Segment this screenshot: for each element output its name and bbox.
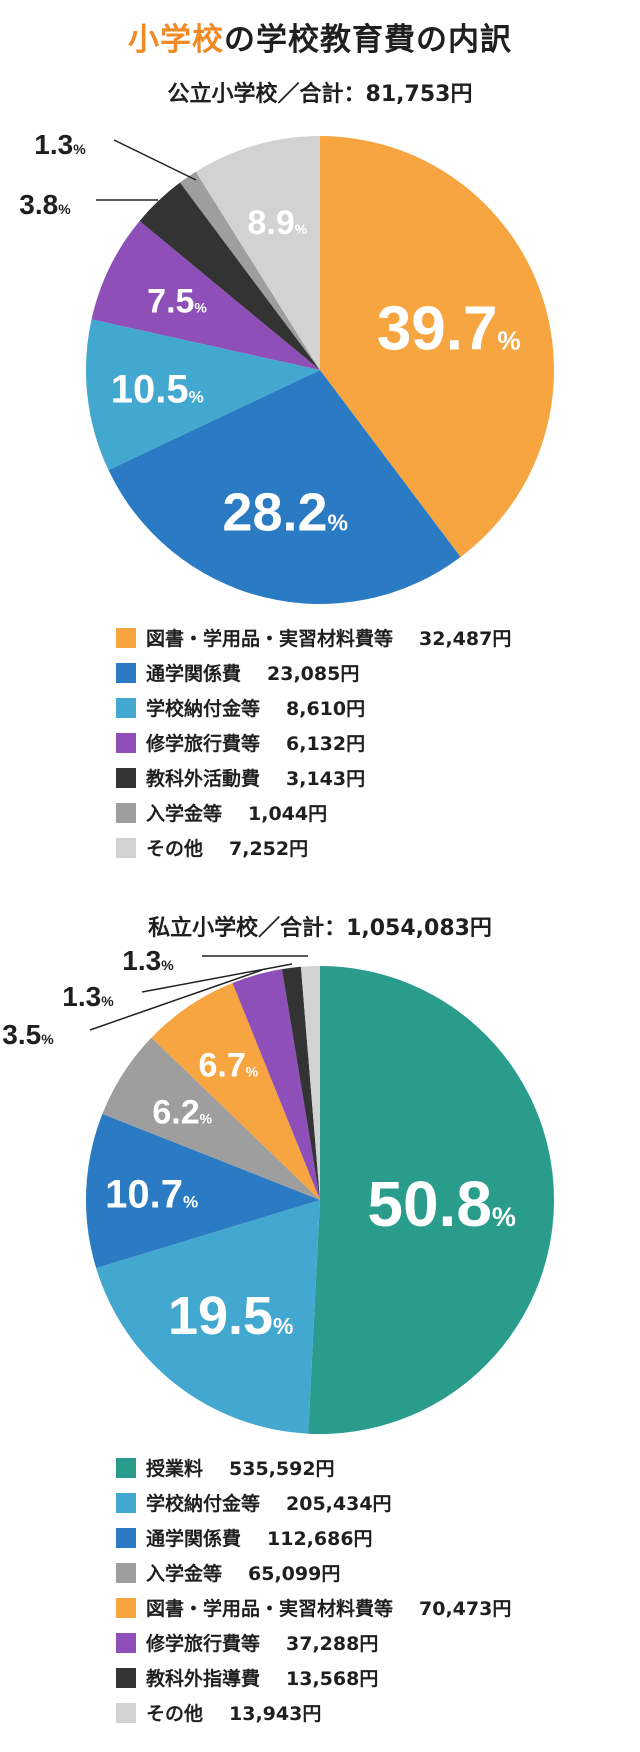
pie1-slice-label-0: 39.7%	[377, 294, 521, 363]
pie2-slice-3	[102, 1037, 320, 1200]
legend1-item: その他 7,252円	[116, 830, 511, 865]
public-pie-chart: 39.7%28.2%10.5%7.5%3.8%1.3%8.9%	[19, 129, 555, 604]
legend-swatch	[116, 627, 136, 648]
pie1-slice-0	[320, 136, 555, 558]
legend-swatch	[116, 1562, 136, 1583]
legend2-item: 授業料 535,592円	[116, 1450, 511, 1485]
pie1-slice-2	[86, 319, 321, 471]
pie2-leader-line-5	[89, 969, 263, 1031]
legend2-item: 入学金等 65,099円	[116, 1555, 511, 1590]
pie2-slice-1	[96, 1200, 320, 1434]
legend1-item: 図書・学用品・実習材料費等 32,487円	[116, 620, 511, 655]
legend-amount: 7,252円	[229, 838, 309, 860]
legend-amount: 535,592円	[229, 1458, 335, 1480]
pie2-outside-label-6: 1.3%	[62, 981, 114, 1012]
legend2-item: 通学関係費 112,686円	[116, 1520, 511, 1555]
legend-amount: 23,085円	[267, 663, 360, 685]
pie1-slice-1	[108, 370, 461, 604]
legend-label: 通学関係費	[146, 663, 242, 685]
pie1-outside-label-5: 1.3%	[34, 129, 86, 160]
legend-amount: 3,143円	[286, 768, 366, 790]
legend-amount: 205,434円	[286, 1493, 392, 1515]
pie2-slice-label-1: 19.5%	[168, 1286, 294, 1346]
legend-amount: 13,568円	[286, 1668, 379, 1690]
legend-swatch	[116, 1492, 136, 1513]
pie2-outside-label-5: 3.5%	[2, 1019, 54, 1050]
legend-label: 修学旅行費等	[146, 733, 261, 755]
legend2-item: 教科外指導費 13,568円	[116, 1660, 511, 1695]
legend-swatch	[116, 697, 136, 718]
pie1-outside-label-4: 3.8%	[19, 189, 71, 220]
legend2-item: 学校納付金等 205,434円	[116, 1485, 511, 1520]
pie2-slice-label-0: 50.8%	[367, 1168, 516, 1240]
legend-swatch	[116, 1457, 136, 1478]
main-title: 小学校の学校教育費の内訳	[0, 14, 640, 59]
legend-amount: 37,288円	[286, 1633, 379, 1655]
legend1-item: 通学関係費 23,085円	[116, 655, 511, 690]
legend-amount: 70,473円	[419, 1598, 512, 1620]
pie2-slice-label-2: 10.7%	[105, 1173, 198, 1217]
pie1-slice-4	[139, 182, 320, 370]
legend-label: 通学関係費	[146, 1528, 242, 1550]
legend-swatch	[116, 1597, 136, 1618]
pie1-slice-label-3: 7.5%	[147, 282, 207, 320]
private-chart-title: 私立小学校／合計：1,054,083円	[148, 916, 492, 941]
pie2-slice-7	[300, 966, 320, 1200]
legend1-item: 学校納付金等 8,610円	[116, 690, 511, 725]
legend-swatch	[116, 767, 136, 788]
legend-label: その他	[146, 838, 204, 860]
pie2-slice-6	[281, 966, 320, 1200]
legend1-item: 教科外活動費 3,143円	[116, 760, 511, 795]
legend-amount: 112,686円	[267, 1528, 373, 1550]
pie1-slice-label-1: 28.2%	[222, 482, 348, 542]
pie1-slice-3	[91, 221, 321, 370]
pie2-slice-0	[308, 966, 555, 1434]
pie2-outside-label-7: 1.3%	[122, 945, 174, 976]
main-title-accent: 小学校	[128, 22, 224, 58]
legend-amount: 1,044円	[248, 803, 328, 825]
legend-label: 入学金等	[146, 1563, 223, 1585]
main-title-rest: の学校教育費の内訳	[224, 22, 512, 58]
legend1-item: 入学金等 1,044円	[116, 795, 511, 830]
legend-swatch	[116, 1632, 136, 1653]
legend-label: 教科外活動費	[146, 768, 261, 790]
legend-label: 学校納付金等	[146, 698, 261, 720]
pie1-leader-line-5	[113, 139, 197, 181]
legend2-item: 図書・学用品・実習材料費等 70,473円	[116, 1590, 511, 1625]
private-pie-chart: 50.8%19.5%10.7%6.2%6.7%3.5%1.3%1.3%	[2, 945, 555, 1434]
public-legend: 図書・学用品・実習材料費等 32,487円通学関係費 23,085円 学校納付金等 8,…	[116, 620, 511, 865]
legend-swatch	[116, 802, 136, 823]
legend-label: その他	[146, 1703, 204, 1725]
legend-amount: 32,487円	[419, 628, 512, 650]
public-chart-title: 公立小学校／合計：81,753円	[167, 82, 473, 107]
pie2-slice-4	[151, 982, 320, 1200]
legend-label: 教科外指導費	[146, 1668, 261, 1690]
legend-label: 図書・学用品・実習材料費等	[146, 1598, 394, 1620]
legend-swatch	[116, 662, 136, 683]
legend-label: 修学旅行費等	[146, 1633, 261, 1655]
pie1-slice-5	[179, 171, 320, 370]
legend-label: 学校納付金等	[146, 1493, 261, 1515]
pie1-slice-6	[195, 136, 320, 370]
legend-label: 入学金等	[146, 803, 223, 825]
private-legend: 授業料 535,592円学校納付金等 205,434円通学関係費 112,686円入学…	[116, 1450, 511, 1730]
legend-label: 図書・学用品・実習材料費等	[146, 628, 394, 650]
legend2-item: その他 13,943円	[116, 1695, 511, 1730]
legend-swatch	[116, 837, 136, 858]
pie1-slice-label-2: 10.5%	[111, 368, 204, 412]
legend-swatch	[116, 1702, 136, 1723]
pie2-leader-line-6	[141, 963, 293, 993]
legend-swatch	[116, 732, 136, 753]
legend-amount: 65,099円	[248, 1563, 341, 1585]
pie2-slice-5	[232, 969, 320, 1200]
pie2-slice-2	[85, 1113, 320, 1269]
legend-swatch	[116, 1667, 136, 1688]
legend-swatch	[116, 1527, 136, 1548]
legend-amount: 13,943円	[229, 1703, 322, 1725]
legend2-item: 修学旅行費等 37,288円	[116, 1625, 511, 1660]
legend-amount: 6,132円	[286, 733, 366, 755]
legend-amount: 8,610円	[286, 698, 366, 720]
legend-label: 授業料	[146, 1458, 204, 1480]
legend1-item: 修学旅行費等 6,132円	[116, 725, 511, 760]
